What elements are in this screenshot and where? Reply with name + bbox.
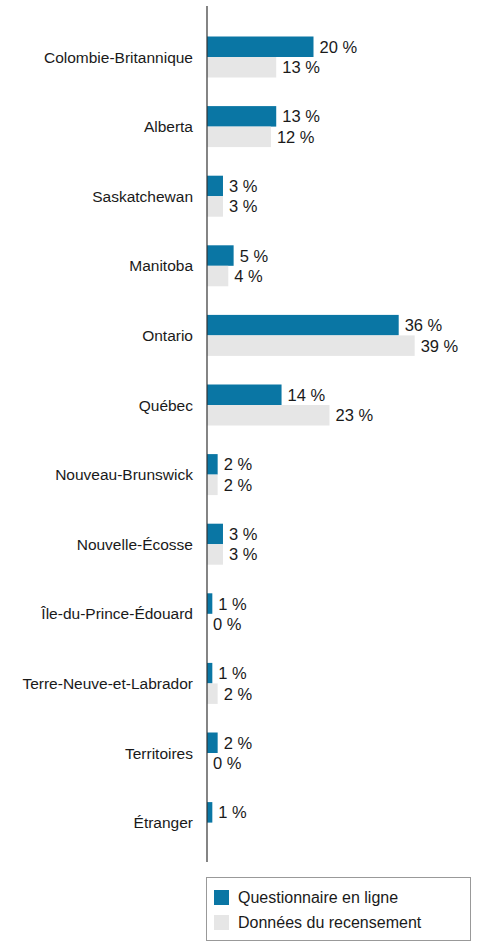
bar [207, 683, 218, 704]
bar [207, 544, 223, 565]
data-label: 36 % [405, 316, 443, 334]
bar [207, 315, 399, 336]
category-label: Île-du-Prince-Édouard [40, 605, 193, 622]
legend-label: Questionnaire en ligne [238, 889, 398, 906]
bar [207, 335, 415, 356]
data-label: 12 % [277, 128, 315, 146]
bar [207, 663, 212, 684]
bar [207, 106, 276, 127]
category-label: Nouveau-Brunswick [55, 466, 193, 483]
category-label: Saskatchewan [92, 188, 193, 205]
data-label: 5 % [240, 247, 269, 265]
data-label: 3 % [229, 525, 258, 543]
data-label: 13 % [282, 58, 320, 76]
category-axis [206, 6, 207, 862]
bar [207, 524, 223, 545]
data-label: 20 % [320, 38, 358, 56]
data-label: 1 % [218, 595, 247, 613]
category-label: Ontario [142, 327, 193, 344]
category-label: Québec [139, 397, 194, 414]
legend-frame [207, 878, 471, 941]
bar [207, 802, 212, 823]
data-label: 2 % [224, 685, 253, 703]
bar [207, 454, 218, 475]
category-label: Territoires [125, 745, 193, 762]
bar [207, 196, 223, 217]
data-label: 1 % [218, 803, 247, 821]
data-label: 2 % [224, 734, 253, 752]
bar [207, 733, 218, 754]
bar [207, 176, 223, 197]
data-label: 2 % [224, 455, 253, 473]
data-label: 13 % [282, 107, 320, 125]
bar [207, 593, 212, 614]
category-label: Manitoba [129, 257, 193, 274]
chart: Colombie-Britannique20 %13 %Alberta13 %1… [0, 0, 478, 946]
bar [207, 245, 234, 265]
labels: Colombie-Britannique20 %13 %Alberta13 %1… [22, 38, 458, 831]
bar [207, 266, 228, 287]
data-label: 4 % [234, 267, 263, 285]
bar [207, 57, 276, 78]
legend-label: Données du recensement [238, 914, 422, 931]
category-label: Alberta [144, 118, 193, 135]
legend-swatch [214, 915, 229, 930]
data-label: 3 % [229, 197, 258, 215]
category-label: Colombie-Britannique [44, 49, 193, 66]
legend-swatch [214, 890, 229, 905]
data-label: 0 % [213, 615, 242, 633]
bar [207, 127, 271, 148]
bar [207, 475, 218, 496]
bar [207, 37, 314, 58]
category-label: Terre-Neuve-et-Labrador [22, 675, 193, 692]
category-label: Étranger [134, 814, 193, 831]
data-label: 3 % [229, 545, 258, 563]
legend: Questionnaire en ligne Données du recense… [207, 878, 471, 941]
data-label: 23 % [335, 406, 373, 424]
category-label: Nouvelle-Écosse [77, 536, 193, 553]
bar [207, 385, 282, 406]
data-label: 2 % [224, 476, 253, 494]
data-label: 3 % [229, 177, 258, 195]
bar [207, 405, 329, 426]
data-label: 39 % [421, 337, 459, 355]
data-label: 14 % [288, 386, 326, 404]
data-label: 1 % [218, 664, 247, 682]
bars [207, 37, 415, 823]
data-label: 0 % [213, 754, 242, 772]
